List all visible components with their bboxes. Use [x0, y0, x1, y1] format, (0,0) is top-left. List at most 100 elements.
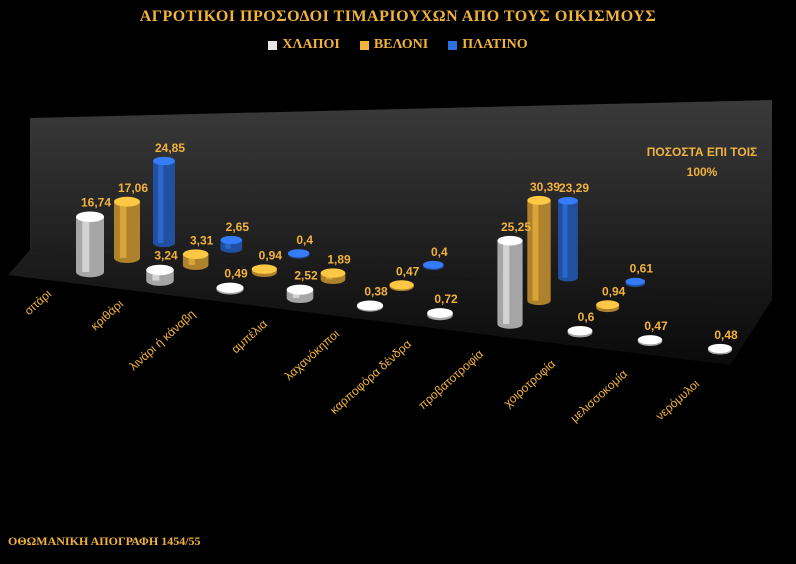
legend-swatch-platino [448, 40, 458, 50]
bar-0-2 [216, 282, 244, 295]
bar-1-3 [320, 268, 346, 285]
value-label-0-8: 0,47 [644, 319, 668, 333]
legend-item-platino: ΠΛΑΤΙΝΟ [448, 37, 528, 53]
bar-2-0 [153, 156, 175, 248]
value-labels-layer: 24,85 2,65 0,4 0,4 23,29 0,61 17,06 3,31 0,94 1,8… [81, 141, 738, 342]
bar-body [527, 200, 551, 306]
bar-top [146, 264, 174, 276]
bar-top [497, 235, 523, 246]
category-label-6: προβατοτροφία [415, 347, 486, 413]
bar-2-2 [288, 249, 310, 259]
legend-label-veloni: ΒΕΛΟΝΙ [373, 37, 429, 52]
category-label-2: λινάρι ή κάναβη [126, 307, 198, 373]
value-label-1-4: 0,47 [396, 264, 420, 278]
legend-label-platino: ΠΛΑΤΙΝΟ [462, 37, 528, 52]
bar-top [356, 300, 384, 311]
bar-0-4 [356, 300, 384, 312]
bar-top [596, 300, 620, 310]
bar-0-3 [286, 284, 314, 304]
bar-top [708, 343, 732, 353]
category-label-9: νερόμυλοι [653, 377, 702, 423]
value-label-2-0: 24,85 [155, 141, 185, 155]
bar-top [427, 308, 453, 318]
legend-item-chlapoi: ΧΛΑΠΟΙ [268, 37, 340, 53]
bar-top [286, 284, 314, 295]
value-label-0-5: 0,72 [434, 292, 458, 306]
bar-top [182, 249, 209, 260]
bar-highlight [562, 200, 568, 278]
category-label-3: αμπέλια [229, 317, 270, 356]
value-label-1-2: 0,94 [259, 248, 283, 262]
bar-highlight [82, 216, 90, 272]
annotation-line2: 100% [686, 165, 718, 179]
back-wall [30, 100, 772, 300]
chart-title: ΑΓΡΟΤΙΚΟΙ ΠΡΟΣΟΔΟΙ ΤΙΜΑΡΙΟΥΧΩΝ ΑΠΟ ΤΟΥΣ … [139, 8, 657, 25]
bar-1-2 [251, 264, 277, 277]
value-label-1-0: 17,06 [118, 181, 148, 195]
value-label-0-9: 0,48 [714, 328, 738, 342]
bar-2-1 [220, 235, 243, 253]
bar-1-1 [182, 249, 209, 270]
bar-0-6 [497, 235, 523, 329]
bar-top [423, 260, 444, 269]
bar-top [625, 277, 646, 286]
value-label-0-0: 16,74 [81, 195, 111, 209]
footer-source: ΟΘΩΜΑΝΙΚΗ ΑΠΟΓΡΑΦΗ 1454/55 [8, 534, 201, 548]
bar-top [320, 268, 346, 278]
value-label-1-1: 3,31 [190, 233, 214, 247]
bar-1-0 [114, 196, 140, 263]
category-label-8: μελισσοκομία [568, 367, 631, 425]
bar-highlight [119, 201, 127, 258]
value-label-1-3: 1,89 [327, 252, 351, 266]
bar-top [251, 264, 277, 274]
value-label-0-7: 0,6 [578, 310, 595, 324]
bar-body [497, 240, 523, 329]
bar-body [153, 160, 175, 248]
bar-highlight [503, 240, 510, 324]
bar-1-7 [596, 300, 620, 313]
bar-top [527, 195, 551, 205]
bar-highlight [532, 200, 539, 301]
value-label-0-1: 3,24 [154, 249, 178, 263]
bar-highlight [152, 269, 160, 281]
bar-2-6 [558, 197, 578, 282]
bar-1-4 [389, 280, 414, 292]
bar-body [76, 216, 104, 278]
value-label-2-1: 2,65 [226, 220, 250, 234]
bar-top [114, 196, 140, 207]
bar-top [389, 280, 414, 290]
value-label-2-6: 23,29 [559, 181, 589, 195]
bar-0-8 [637, 335, 663, 346]
bar-0-9 [708, 343, 732, 355]
bar-top [153, 156, 175, 166]
bar-0-5 [427, 308, 453, 321]
legend-item-veloni: ΒΕΛΟΝΙ [359, 37, 429, 53]
value-label-0-4: 0,38 [364, 284, 388, 298]
category-label-4: λαχανόκηποι [282, 327, 342, 383]
bar-body [558, 200, 578, 282]
bar-top [216, 282, 244, 293]
bar-top [637, 335, 663, 345]
category-label-1: κριθάρι [88, 297, 126, 333]
bar-top [288, 249, 310, 258]
bar-1-6 [527, 195, 551, 306]
legend-swatch-chlapoi [268, 40, 278, 50]
value-label-2-2: 0,4 [296, 233, 313, 247]
bar-top [76, 211, 104, 223]
bar-top [567, 325, 593, 336]
bar-2-7 [625, 277, 646, 288]
value-label-2-4: 0,4 [431, 245, 448, 259]
legend-label-chlapoi: ΧΛΑΠΟΙ [282, 37, 340, 52]
bar-0-1 [146, 264, 174, 286]
bar-highlight [188, 254, 196, 266]
legend: ΧΛΑΠΟΙ ΒΕΛΟΝΙ ΠΛΑΤΙΝΟ [0, 37, 796, 53]
bars-layer [76, 156, 732, 355]
category-label-0: σιτάρι [22, 287, 55, 318]
value-label-1-6: 30,39 [530, 180, 560, 194]
value-label-0-2: 0,49 [224, 267, 248, 281]
bar-highlight [225, 240, 231, 249]
value-label-1-7: 0,94 [602, 284, 626, 298]
legend-swatch-veloni [359, 40, 369, 50]
bar-top [220, 235, 243, 245]
